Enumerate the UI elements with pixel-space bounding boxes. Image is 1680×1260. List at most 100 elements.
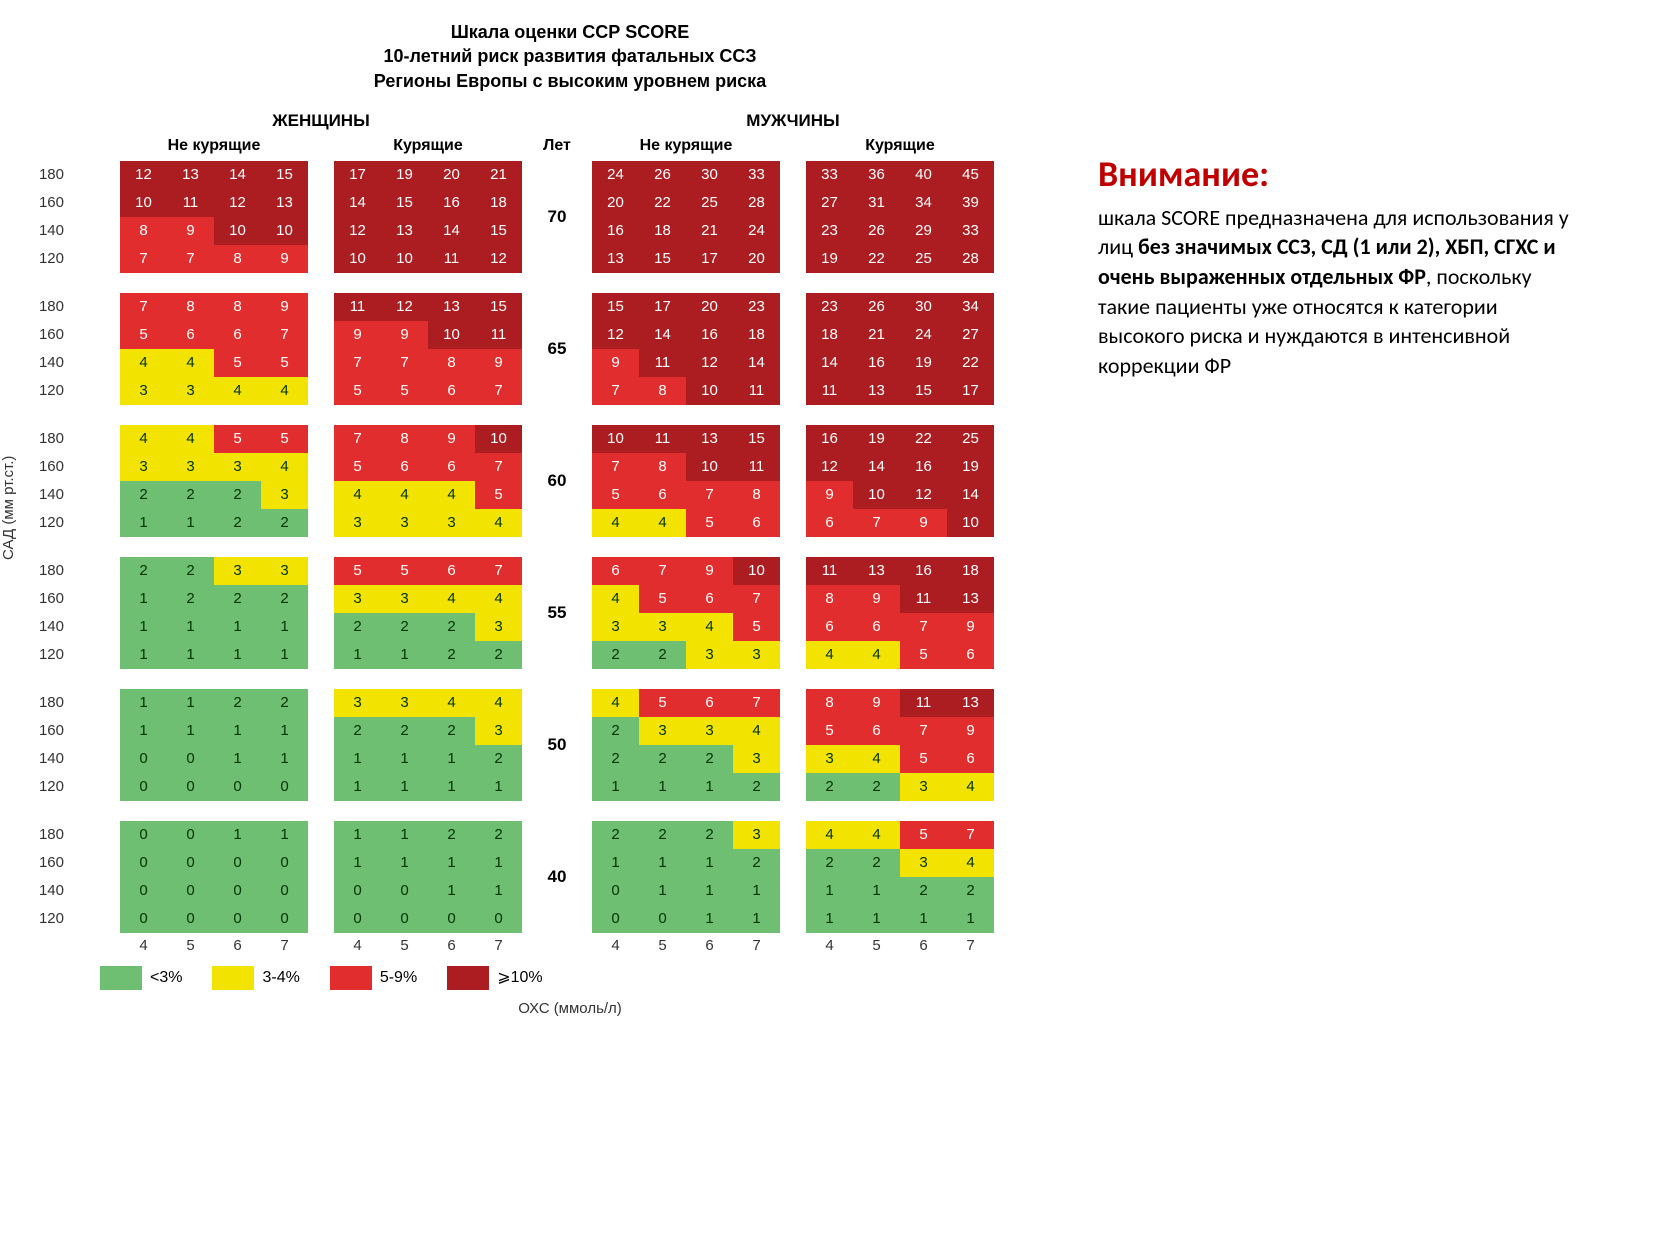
- risk-cell: 1: [900, 905, 947, 933]
- age-label: 40: [522, 867, 592, 887]
- risk-cell: 6: [853, 717, 900, 745]
- risk-cell: 10: [214, 217, 261, 245]
- risk-cell: 2: [592, 821, 639, 849]
- risk-cell: 0: [120, 773, 167, 801]
- risk-cell: 1: [167, 509, 214, 537]
- risk-cell: 22: [853, 245, 900, 273]
- risk-cell: 45: [947, 161, 994, 189]
- risk-cell: 3: [686, 717, 733, 745]
- risk-cell: 5: [806, 717, 853, 745]
- sbp-value: 160: [10, 717, 70, 745]
- risk-cell: 3: [381, 585, 428, 613]
- risk-cell: 4: [428, 481, 475, 509]
- age-label: 50: [522, 735, 592, 755]
- risk-cell: 6: [381, 453, 428, 481]
- risk-cell: 2: [592, 717, 639, 745]
- risk-cell: 22: [947, 349, 994, 377]
- risk-cell: 23: [733, 293, 780, 321]
- risk-cell: 34: [900, 189, 947, 217]
- header-women-smoke: Курящие: [334, 137, 522, 155]
- risk-cell: 27: [947, 321, 994, 349]
- risk-cell: 26: [853, 293, 900, 321]
- risk-cell: 2: [334, 613, 381, 641]
- risk-cell: 28: [947, 245, 994, 273]
- block-women-smoke-65: 1112131599101177895567: [334, 293, 522, 405]
- risk-cell: 9: [853, 585, 900, 613]
- risk-cell: 0: [639, 905, 686, 933]
- risk-cell: 13: [428, 293, 475, 321]
- header-men-smoke: Курящие: [806, 137, 994, 155]
- risk-cell: 4: [853, 641, 900, 669]
- risk-cell: 1: [334, 821, 381, 849]
- risk-cell: 4: [853, 821, 900, 849]
- risk-cell: 7: [475, 453, 522, 481]
- risk-cell: 25: [686, 189, 733, 217]
- risk-cell: 2: [639, 745, 686, 773]
- risk-cell: 21: [475, 161, 522, 189]
- risk-cell: 1: [214, 641, 261, 669]
- header-women: ЖЕНЩИНЫ: [120, 111, 522, 131]
- risk-cell: 7: [592, 377, 639, 405]
- risk-cell: 1: [120, 509, 167, 537]
- risk-cell: 15: [381, 189, 428, 217]
- risk-cell: 6: [214, 321, 261, 349]
- age-label: 70: [522, 207, 592, 227]
- risk-cell: 3: [381, 509, 428, 537]
- risk-cell: 2: [947, 877, 994, 905]
- risk-cell: 1: [853, 877, 900, 905]
- sbp-labels: 180160140120: [10, 425, 70, 537]
- chol-value: 7: [261, 937, 308, 954]
- risk-cell: 1: [381, 821, 428, 849]
- age-row-50: 1801601401201122111100110000334422231112…: [10, 689, 1070, 801]
- risk-cell: 7: [900, 613, 947, 641]
- block-women-nonsmoke-40: 0011000000000000: [120, 821, 308, 933]
- risk-cell: 7: [167, 245, 214, 273]
- chol-value: 6: [900, 937, 947, 954]
- risk-cell: 5: [639, 689, 686, 717]
- risk-cell: 4: [853, 745, 900, 773]
- chol-value: 6: [428, 937, 475, 954]
- block-men-nonsmoke-50: 4567233422231112: [592, 689, 780, 801]
- risk-cell: 1: [261, 717, 308, 745]
- risk-cell: 5: [214, 425, 261, 453]
- block-men-nonsmoke-55: 67910456733452233: [592, 557, 780, 669]
- risk-cell: 3: [639, 717, 686, 745]
- age-row-55: 1801601401202233122211111111556733442223…: [10, 557, 1070, 669]
- risk-cell: 1: [806, 905, 853, 933]
- risk-cell: 9: [381, 321, 428, 349]
- risk-cell: 8: [428, 349, 475, 377]
- risk-cell: 11: [900, 689, 947, 717]
- risk-cell: 6: [733, 509, 780, 537]
- risk-cell: 1: [261, 641, 308, 669]
- risk-cell: 0: [120, 745, 167, 773]
- risk-cell: 20: [733, 245, 780, 273]
- header-age: Лет: [522, 137, 592, 155]
- risk-cell: 2: [261, 585, 308, 613]
- risk-cell: 16: [686, 321, 733, 349]
- risk-cell: 10: [733, 557, 780, 585]
- risk-cell: 20: [592, 189, 639, 217]
- risk-cell: 2: [475, 745, 522, 773]
- risk-cell: 8: [639, 453, 686, 481]
- risk-cell: 5: [733, 613, 780, 641]
- block-men-smoke-65: 23263034182124271416192211131517: [806, 293, 994, 405]
- risk-cell: 0: [214, 773, 261, 801]
- risk-cell: 1: [381, 849, 428, 877]
- risk-cell: 20: [686, 293, 733, 321]
- risk-cell: 2: [853, 773, 900, 801]
- risk-cell: 1: [428, 877, 475, 905]
- risk-cell: 0: [167, 849, 214, 877]
- risk-cell: 4: [639, 509, 686, 537]
- header-women-nonsmoke: Не курящие: [120, 137, 308, 155]
- risk-cell: 0: [120, 821, 167, 849]
- risk-cell: 11: [900, 585, 947, 613]
- risk-cell: 11: [428, 245, 475, 273]
- sbp-labels: 180160140120: [10, 689, 70, 801]
- risk-cell: 17: [947, 377, 994, 405]
- risk-cell: 1: [428, 773, 475, 801]
- sbp-value: 160: [10, 585, 70, 613]
- risk-cell: 2: [261, 689, 308, 717]
- risk-cell: 3: [592, 613, 639, 641]
- block-women-nonsmoke-70: 12131415101112138910107789: [120, 161, 308, 273]
- risk-cell: 4: [686, 613, 733, 641]
